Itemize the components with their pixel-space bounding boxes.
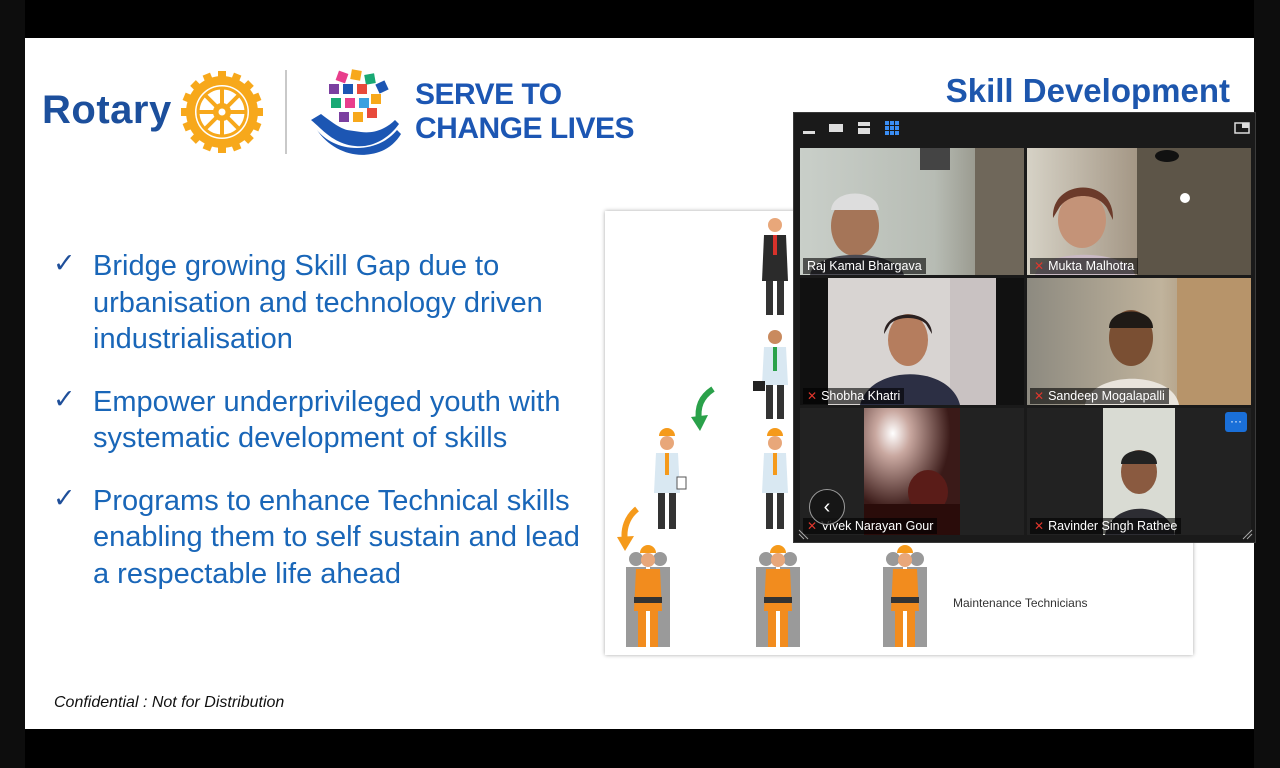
more-options-button[interactable]: ···: [1225, 412, 1247, 432]
participant-tile[interactable]: Raj Kamal Bhargava: [800, 148, 1024, 275]
muted-mic-icon: ✕: [1034, 259, 1045, 273]
check-icon: ✓: [53, 248, 76, 278]
video-gallery-window[interactable]: Raj Kamal Bhargava ✕ Mukta Malhotra: [793, 112, 1256, 543]
participant-grid: Raj Kamal Bhargava ✕ Mukta Malhotra: [800, 148, 1251, 536]
participant-tile[interactable]: ✕ Sandeep Mogalapalli: [1027, 278, 1251, 405]
check-icon: ✓: [53, 482, 76, 513]
engineer-figure-icon: [762, 428, 788, 529]
engineer-figure-icon: [654, 428, 687, 529]
participant-name: Raj Kamal Bhargava: [803, 258, 926, 274]
muted-mic-icon: ✕: [807, 519, 818, 533]
supervisor-figure-icon: [753, 330, 788, 419]
confidential-footer: Confidential : Not for Distribution: [54, 694, 285, 711]
muted-mic-icon: ✕: [807, 389, 818, 403]
participant-tile[interactable]: ✕ Mukta Malhotra: [1027, 148, 1251, 275]
bullet-text: Programs to enhance Technical skills ena…: [93, 484, 580, 590]
tagline-line-1: SERVE TO: [415, 78, 562, 111]
bullet-item: ✓ Programs to enhance Technical skills e…: [53, 483, 593, 593]
bullet-text: Empower underprivileged youth with syste…: [93, 385, 561, 455]
participant-name: ✕ Ravinder Singh Rathee: [1030, 518, 1182, 534]
right-letterbox: [1254, 0, 1280, 768]
speaker-view-icon[interactable]: [828, 120, 844, 136]
gallery-view-icon[interactable]: [884, 120, 900, 136]
bullet-item: ✓ Empower underprivileged youth with sys…: [53, 384, 593, 457]
participant-video: [828, 278, 996, 405]
serve-to-change-lives-logo-icon: [311, 69, 401, 155]
check-icon: ✓: [53, 383, 76, 414]
left-letterbox: [0, 0, 25, 768]
muted-mic-icon: ✕: [1034, 519, 1045, 533]
participant-name: ✕ Shobha Khatri: [803, 388, 905, 404]
previous-page-button[interactable]: ‹: [809, 489, 845, 525]
tagline: SERVE TO CHANGE LIVES: [415, 78, 635, 146]
exit-fullscreen-icon[interactable]: [1234, 120, 1250, 136]
participant-name: ✕ Sandeep Mogalapalli: [1030, 388, 1169, 404]
participant-video: [810, 148, 1024, 275]
participant-name: ✕ Mukta Malhotra: [1030, 258, 1139, 274]
muted-mic-icon: ✕: [1034, 389, 1045, 403]
strip-view-icon[interactable]: [856, 120, 872, 136]
resize-handle-icon[interactable]: [798, 528, 810, 540]
participant-video: [1035, 148, 1251, 275]
bullet-item: ✓ Bridge growing Skill Gap due to urbani…: [53, 248, 593, 358]
participant-tile[interactable]: ✕ Ravinder Singh Rathee ···: [1027, 408, 1251, 535]
participant-tile[interactable]: ✕ Shobha Khatri: [800, 278, 1024, 405]
technician-group-icon: [626, 545, 670, 647]
career-path-illustration: [617, 218, 927, 647]
rotary-logo-text: Rotary: [42, 88, 172, 132]
participant-video: [1085, 278, 1251, 405]
technician-group-icon: [883, 545, 927, 647]
participant-video: [1103, 408, 1175, 535]
bullet-text: Bridge growing Skill Gap due to urbanisa…: [93, 250, 543, 355]
gallery-toolbar: [794, 113, 1255, 145]
tagline-line-2: CHANGE LIVES: [415, 112, 635, 145]
maintenance-technicians-label: Maintenance Technicians: [953, 596, 1088, 610]
technician-group-icon: [756, 545, 800, 647]
rotary-wheel-logo-icon: [181, 71, 263, 153]
manager-figure-icon: [762, 218, 788, 315]
slide-title: Skill Development: [945, 72, 1230, 109]
logo-divider: [285, 70, 287, 154]
resize-handle-icon[interactable]: [1241, 528, 1253, 540]
minimize-icon[interactable]: [802, 120, 816, 136]
bullet-list: ✓ Bridge growing Skill Gap due to urbani…: [53, 248, 593, 618]
